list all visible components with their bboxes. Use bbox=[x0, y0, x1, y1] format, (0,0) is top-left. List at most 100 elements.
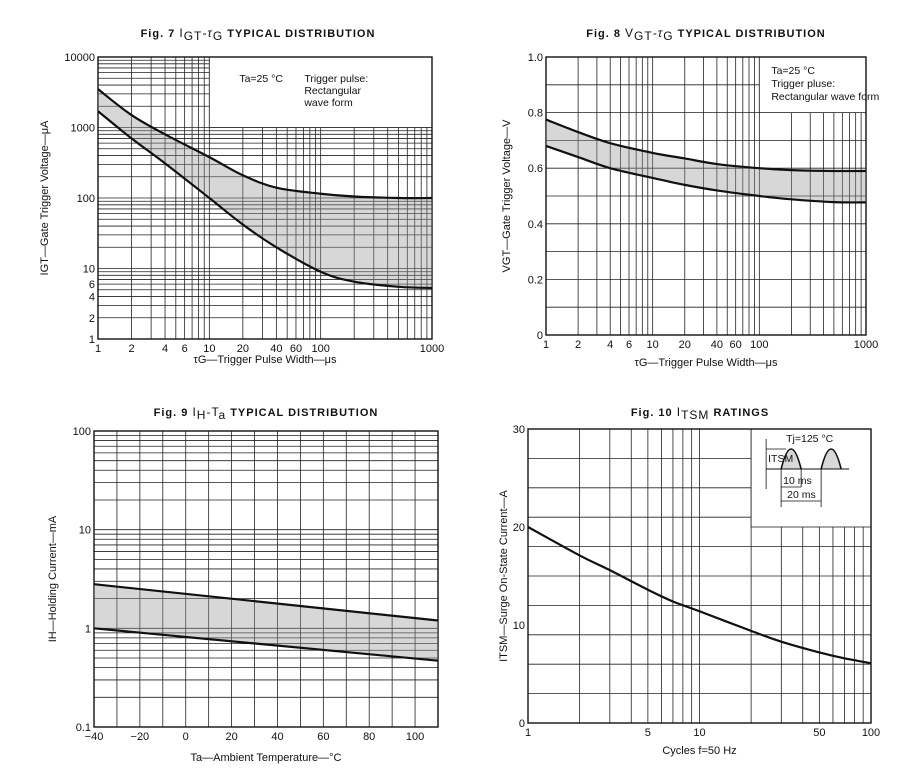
x-axis-label: Cycles f=50 Hz bbox=[662, 745, 736, 757]
y-axis-label: ITSM—Surge On-State Current—A bbox=[498, 489, 510, 661]
x-axis-label: τG—Trigger Pulse Width—μs bbox=[194, 354, 337, 366]
series-line-lower bbox=[545, 144, 867, 204]
y-tick-label: 10 bbox=[83, 264, 95, 276]
y-tick-label: 0 bbox=[519, 718, 525, 730]
title-prefix: Fig. 10 bbox=[631, 407, 677, 419]
plot-frame bbox=[545, 56, 867, 336]
x-tick-label: 100 bbox=[406, 731, 424, 743]
x-tick-label: 60 bbox=[730, 339, 742, 351]
y-tick-label: 20 bbox=[513, 522, 525, 534]
x-tick-label: 1 bbox=[543, 339, 549, 351]
annotation-line3: wave form bbox=[303, 97, 353, 109]
series-line-lower bbox=[97, 110, 433, 290]
y-tick-label: 0.6 bbox=[528, 163, 543, 175]
annotation-line2: Rectangular wave form bbox=[771, 91, 879, 103]
series-line-upper bbox=[545, 118, 867, 173]
inset-symbol: ITSM bbox=[768, 453, 793, 465]
annotation-condition: Ta=25 °C bbox=[239, 73, 283, 85]
plot-frame bbox=[93, 430, 439, 728]
chart-title: Fig. 8 VGT-τG TYPICAL DISTRIBUTION bbox=[586, 26, 826, 43]
title-symbol: V bbox=[625, 26, 634, 40]
annotation-condition: Ta=25 °C bbox=[771, 65, 815, 77]
title-suffix: TYPICAL DISTRIBUTION bbox=[226, 407, 378, 419]
x-axis-label: τG—Trigger Pulse Width—μs bbox=[635, 357, 778, 369]
x-tick-label: 6 bbox=[626, 339, 632, 351]
x-tick-label: 20 bbox=[237, 343, 249, 355]
series-line-lower bbox=[93, 627, 439, 662]
x-tick-label: 5 bbox=[645, 727, 651, 739]
title-prefix: Fig. 7 bbox=[141, 28, 180, 40]
pulse-2 bbox=[820, 448, 842, 470]
y-tick-label: 1.0 bbox=[528, 52, 543, 64]
y-tick-label: 0.8 bbox=[528, 108, 543, 120]
x-tick-label: 10 bbox=[647, 339, 659, 351]
x-tick-label: 80 bbox=[363, 731, 375, 743]
x-tick-label: 40 bbox=[711, 339, 723, 351]
x-tick-label: 1000 bbox=[854, 339, 878, 351]
x-tick-label: 1 bbox=[95, 343, 101, 355]
y-tick-label: 0.2 bbox=[528, 274, 543, 286]
y-tick-label: 100 bbox=[73, 426, 91, 438]
y-tick-label: 0.1 bbox=[76, 722, 91, 734]
title-subscript-2: G bbox=[663, 29, 673, 43]
title-symbol: I bbox=[192, 405, 196, 419]
x-tick-label: 10 bbox=[203, 343, 215, 355]
x-tick-label: 50 bbox=[813, 727, 825, 739]
x-tick-label: 20 bbox=[679, 339, 691, 351]
y-tick-label: 2 bbox=[89, 313, 95, 325]
y-tick-label: 1000 bbox=[71, 123, 95, 135]
x-tick-label: 4 bbox=[607, 339, 613, 351]
series-line-ITSM bbox=[527, 526, 872, 665]
pulse-1 bbox=[780, 448, 802, 470]
y-axis-label: IH—Holding Current—mA bbox=[47, 515, 59, 642]
distribution-band bbox=[94, 584, 438, 661]
y-tick-label: 10000 bbox=[64, 52, 95, 64]
x-tick-label: 6 bbox=[182, 343, 188, 355]
title-suffix: RATINGS bbox=[709, 407, 769, 419]
title-subscript-2: G bbox=[213, 29, 223, 43]
grid bbox=[93, 430, 439, 728]
annotation-line2: Rectangular bbox=[304, 85, 361, 97]
series-line-upper bbox=[93, 583, 439, 622]
y-tick-label: 10 bbox=[513, 620, 525, 632]
y-tick-label: 100 bbox=[77, 193, 95, 205]
title-prefix: Fig. 9 bbox=[154, 407, 193, 419]
fig10-chart: Fig. 10 ITSM RATINGS Tj=125 °C ITSM 10 ms 20… bbox=[498, 405, 880, 757]
fig8-chart: Fig. 8 VGT-τG TYPICAL DISTRIBUTION Ta=25 … bbox=[501, 26, 880, 369]
x-tick-label: 1 bbox=[525, 727, 531, 739]
annotation-line1: Trigger pulse: bbox=[304, 73, 368, 85]
annotation-box bbox=[208, 56, 433, 128]
chart-title: Fig. 9 IH-Ta TYPICAL DISTRIBUTION bbox=[154, 405, 379, 422]
title-subscript-2: a bbox=[218, 408, 226, 422]
y-axis-label: VGT—Gate Trigger Voltage—V bbox=[501, 119, 513, 273]
title-subscript: GT bbox=[184, 29, 203, 43]
chart-title: Fig. 7 IGT-τG TYPICAL DISTRIBUTION bbox=[141, 26, 376, 43]
inset-10ms-label: 10 ms bbox=[783, 475, 812, 487]
inset-20ms-label: 20 ms bbox=[787, 489, 816, 501]
y-tick-label: 10 bbox=[79, 525, 91, 537]
x-tick-label: 10 bbox=[693, 727, 705, 739]
x-tick-label: 100 bbox=[862, 727, 880, 739]
y-tick-label: 0 bbox=[537, 330, 543, 342]
x-tick-label: 100 bbox=[311, 343, 329, 355]
waveform-inset: Tj=125 °C ITSM 10 ms 20 ms bbox=[765, 433, 850, 507]
fig9-chart: Fig. 9 IH-Ta TYPICAL DISTRIBUTION −40 −20 0… bbox=[47, 405, 439, 764]
title-separator: -τ bbox=[202, 26, 213, 40]
chart-title: Fig. 10 ITSM RATINGS bbox=[631, 405, 769, 422]
title-suffix: TYPICAL DISTRIBUTION bbox=[674, 28, 826, 40]
x-tick-label: 60 bbox=[290, 343, 302, 355]
x-tick-label: 40 bbox=[271, 731, 283, 743]
annotation-box bbox=[758, 56, 867, 113]
x-tick-label: 4 bbox=[162, 343, 168, 355]
x-axis-label: Ta—Ambient Temperature—°C bbox=[191, 752, 342, 764]
x-tick-label: 2 bbox=[575, 339, 581, 351]
y-tick-label: 6 bbox=[89, 279, 95, 291]
x-tick-label: 1000 bbox=[420, 343, 444, 355]
x-tick-label: 2 bbox=[128, 343, 134, 355]
y-tick-label: 4 bbox=[89, 292, 95, 304]
title-subscript: H bbox=[197, 408, 207, 422]
title-subscript: GT bbox=[634, 29, 653, 43]
title-suffix: TYPICAL DISTRIBUTION bbox=[223, 28, 375, 40]
x-tick-label: 20 bbox=[225, 731, 237, 743]
